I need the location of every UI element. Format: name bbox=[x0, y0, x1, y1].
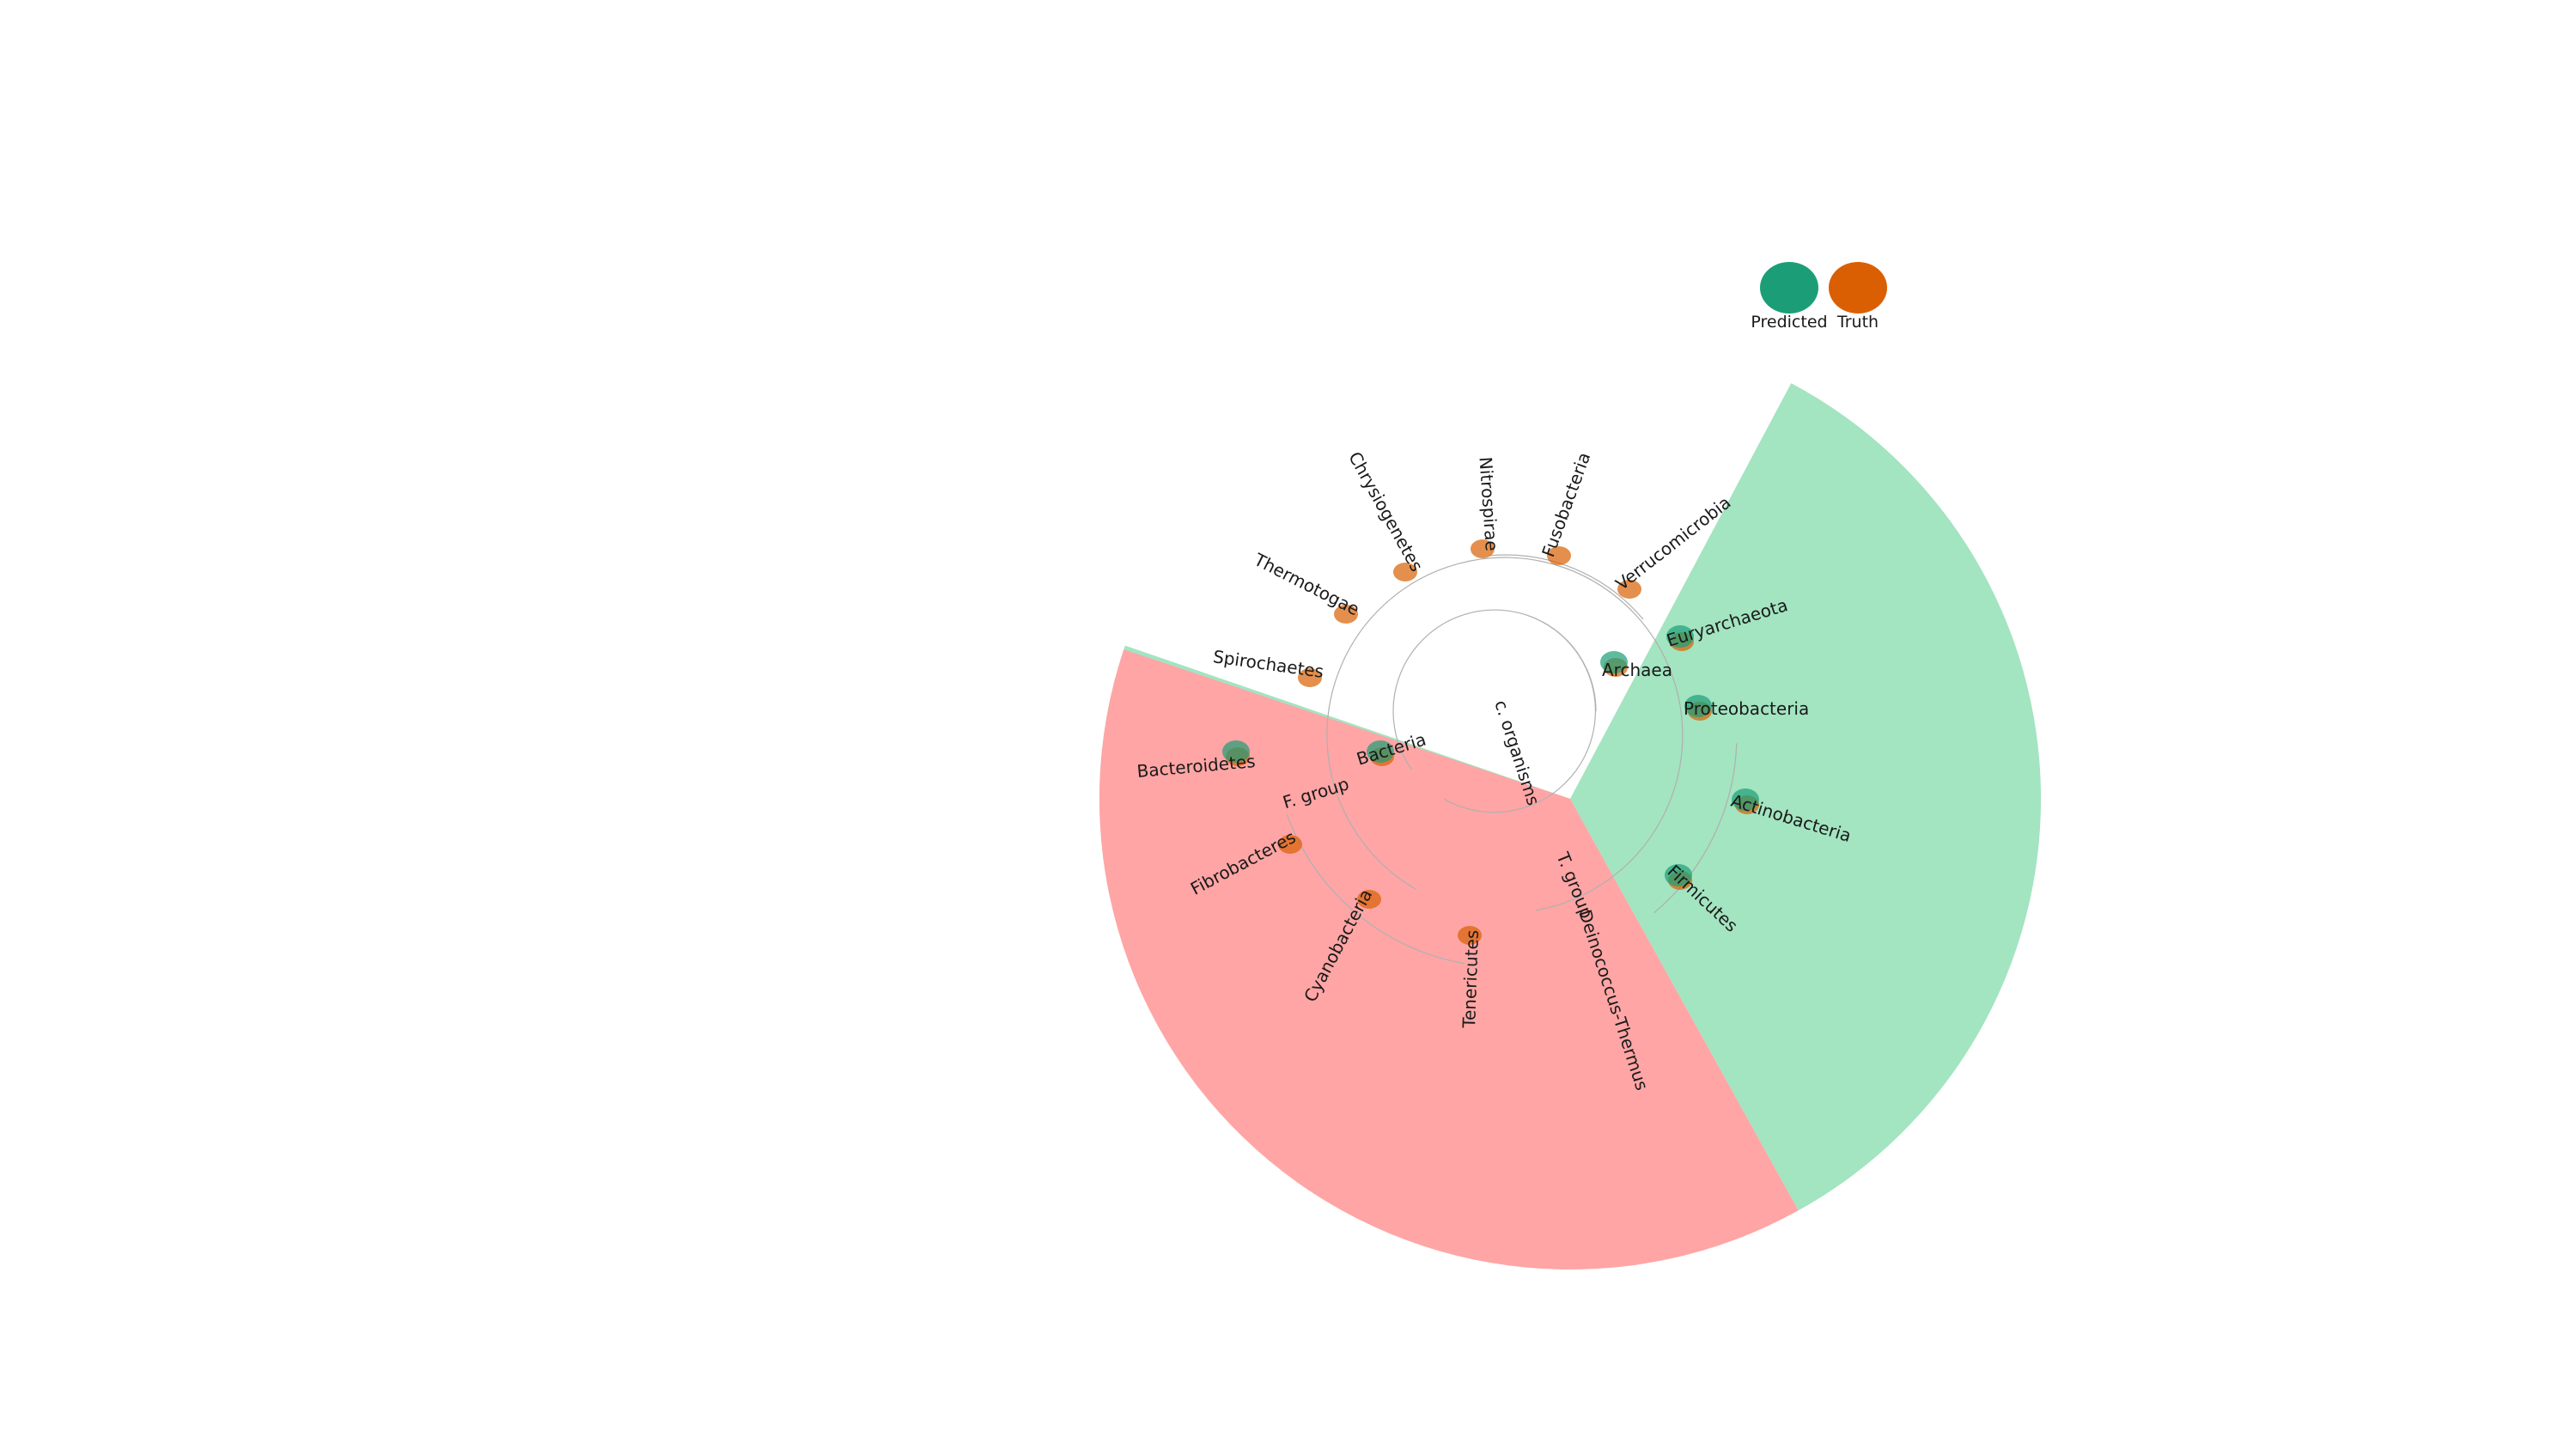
node-label-tenericutes: Tenericutes bbox=[1459, 929, 1483, 1029]
legend: Predicted Truth bbox=[1751, 262, 1887, 332]
truth-marker-fibrobacteres bbox=[1278, 835, 1302, 854]
classification-wedges bbox=[1099, 383, 2042, 1270]
node-label-nitrospirae: Nitrospirae bbox=[1475, 456, 1502, 551]
legend-truth-swatch bbox=[1829, 262, 1887, 314]
predicted-marker-bacteria bbox=[1367, 740, 1394, 763]
branch-arc-2 bbox=[1392, 609, 1597, 770]
node-label-thermotogae: Thermotogae bbox=[1250, 549, 1362, 620]
truth-marker-chrysiogenetes bbox=[1393, 563, 1417, 581]
predicted-marker-euryarchaeota bbox=[1666, 625, 1694, 648]
node-label-archaea: Archaea bbox=[1602, 660, 1672, 680]
truth-marker-fusobacteria bbox=[1547, 546, 1571, 565]
legend-predicted-swatch bbox=[1760, 262, 1818, 314]
node-label-spirochaetes: Spirochaetes bbox=[1212, 646, 1325, 682]
branch-arc-4 bbox=[1326, 598, 1416, 890]
truth-marker-thermotogae bbox=[1334, 605, 1358, 624]
predicted-marker-actinobacteria bbox=[1732, 788, 1759, 811]
predicted-marker-archaea bbox=[1600, 651, 1628, 673]
node-label-fusobacteria: Fusobacteria bbox=[1538, 449, 1594, 559]
predicted-marker-firmicutes bbox=[1665, 864, 1692, 886]
node-label-proteobacteria: Proteobacteria bbox=[1684, 698, 1809, 719]
legend-predicted-label: Predicted bbox=[1751, 313, 1827, 332]
branch-arc-5 bbox=[1653, 743, 1738, 914]
wedge-archaea-proteo-actino-firmicutes bbox=[1570, 383, 2042, 1211]
branch-arc-7 bbox=[1489, 554, 1644, 620]
truth-marker-nitrospirae bbox=[1471, 539, 1495, 558]
truth-marker-spirochaetes bbox=[1298, 668, 1322, 687]
truth-marker-verrucomicrobia bbox=[1617, 580, 1641, 599]
wedge-remaining-phyla bbox=[1099, 649, 1799, 1270]
branch-arc-3 bbox=[1390, 557, 1684, 911]
legend-truth-label: Truth bbox=[1836, 313, 1879, 332]
truth-marker-tenericutes bbox=[1458, 926, 1482, 945]
node-label-chrysiogenetes: Chrysiogenetes bbox=[1344, 448, 1427, 575]
node-markers bbox=[1222, 539, 1759, 945]
truth-marker-cyanobacteria bbox=[1357, 890, 1381, 909]
predicted-marker-proteobacteria bbox=[1684, 695, 1712, 717]
predicted-marker-bacteroidetes bbox=[1222, 740, 1250, 763]
